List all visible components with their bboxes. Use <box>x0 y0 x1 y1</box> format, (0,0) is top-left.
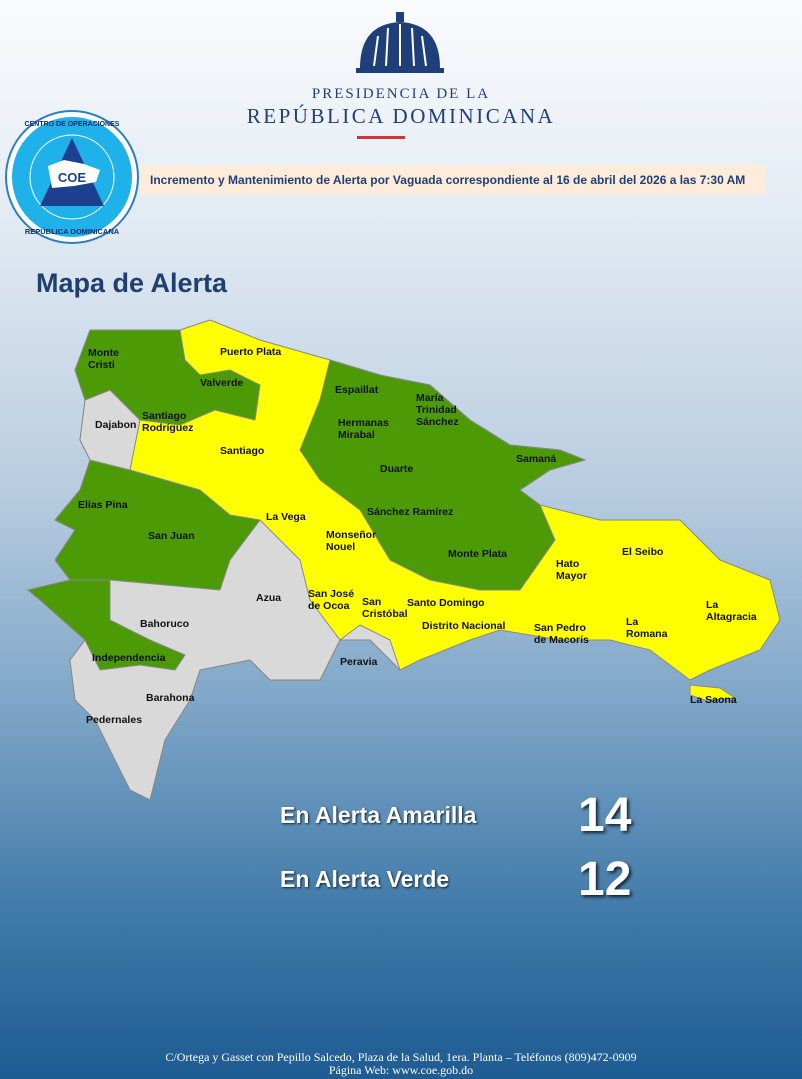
province-label: Espaillat <box>335 384 379 396</box>
province-label: Dajabon <box>95 419 137 431</box>
province-label: Hermanas Mirabal <box>338 417 389 441</box>
province-label: San Juan <box>148 530 195 542</box>
footer: C/Ortega y Gasset con Pepillo Salcedo, P… <box>0 1051 802 1077</box>
region-independencia <box>27 579 186 671</box>
svg-text:REPÚBLICA DOMINICANA: REPÚBLICA DOMINICANA <box>25 227 120 236</box>
province-label: La Altagracia <box>706 599 757 623</box>
province-label: Barahona <box>146 692 195 704</box>
region-northwest <box>74 329 261 426</box>
presidency-title-line2: REPÚBLICA DOMINICANA <box>246 104 556 128</box>
province-label: San Pedro de Macorís <box>534 622 589 646</box>
province-label: Peravia <box>340 656 378 668</box>
province-label: Samaná <box>516 453 557 465</box>
province-label: Santiago <box>220 445 265 457</box>
province-label: Santiago Rodríguez <box>142 410 194 434</box>
alert-banner: Incremento y Mantenimiento de Alerta por… <box>140 165 766 194</box>
green-alert-count: 12 <box>578 853 632 906</box>
province-label: La Vega <box>266 511 306 523</box>
presidency-title-line1: PRESIDENCIA DE LA <box>311 86 491 102</box>
province-label: Sánchez Ramírez <box>367 506 454 518</box>
province-label: Bahoruco <box>140 618 190 630</box>
province-label: La Saona <box>690 694 737 706</box>
province-label: Duarte <box>380 463 414 475</box>
province-label: Azua <box>256 592 282 604</box>
region-southwest <box>69 519 341 801</box>
svg-text:CENTRO DE OPERACIONES: CENTRO DE OPERACIONES <box>25 121 120 128</box>
province-label: María Trinidad Sánchez <box>416 392 459 428</box>
province-label: Pedernales <box>86 714 143 726</box>
yellow-alert-count: 14 <box>578 789 632 842</box>
province-label: San Cristóbal <box>362 596 408 620</box>
footer-web: Página Web: www.coe.gob.do <box>328 1063 474 1077</box>
region-central-west <box>54 459 261 591</box>
svg-text:COE: COE <box>58 170 87 185</box>
presidency-dome-logo <box>356 12 444 73</box>
green-alert-label: En Alerta Verde <box>280 866 450 892</box>
province-label: Hato Mayor <box>556 558 587 582</box>
province-label: San José de Ocoa <box>308 588 355 612</box>
province-label: El Seibo <box>622 546 664 558</box>
province-label: Elías Pina <box>78 499 128 511</box>
province-label: Monte Cristi <box>88 347 119 371</box>
yellow-alert-label: En Alerta Amarilla <box>280 802 477 828</box>
footer-address: C/Ortega y Gasset con Pepillo Salcedo, P… <box>165 1050 637 1064</box>
coe-logo: COE CENTRO DE OPERACIONES REPÚBLICA DOMI… <box>5 110 139 244</box>
red-divider <box>357 136 405 139</box>
province-label: Puerto Plata <box>220 346 282 358</box>
province-label: Distrito Nacional <box>422 620 506 632</box>
map-title: Mapa de Alerta <box>36 268 228 298</box>
alert-map <box>27 319 781 801</box>
province-label: Independencia <box>92 652 166 664</box>
province-label: Valverde <box>200 377 244 389</box>
province-label: Monte Plata <box>448 548 507 560</box>
region-northeast <box>299 359 586 591</box>
province-label: La Romana <box>626 616 668 640</box>
province-label: Santo Domingo <box>407 597 485 609</box>
region-saona <box>689 684 736 701</box>
province-label: Monseñor Nouel <box>326 529 377 553</box>
region-peravia <box>339 624 401 671</box>
